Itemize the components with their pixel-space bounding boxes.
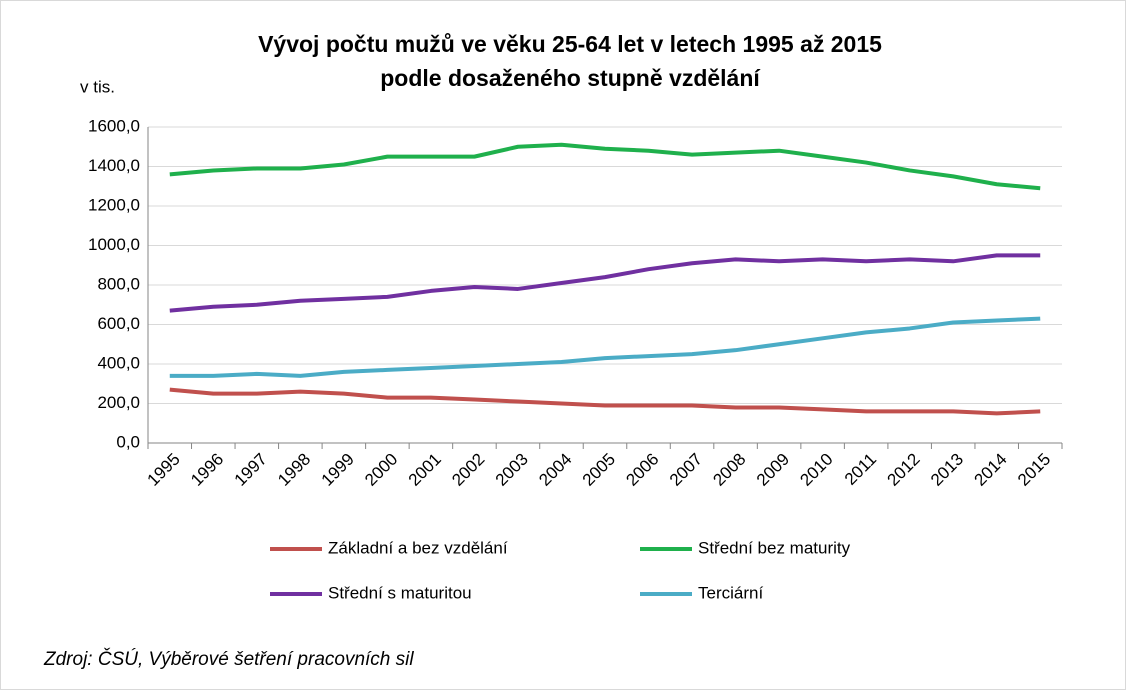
series-line (169, 387, 1041, 416)
y-tick-label: 800,0 (97, 274, 140, 293)
legend-label: Základní a bez vzdělání (328, 538, 508, 557)
series-line (169, 253, 1041, 313)
y-tick-label: 1200,0 (88, 195, 140, 214)
y-tick-label: 1000,0 (88, 235, 140, 254)
legend-label: Střední s maturitou (328, 583, 472, 602)
source: Zdroj: ČSÚ, Výběrové šetření pracovních … (43, 648, 414, 670)
legend-label: Střední bez maturity (698, 538, 851, 557)
y-axis-label: v tis. (80, 77, 115, 96)
series-line (169, 142, 1041, 191)
y-tick-label: 600,0 (97, 314, 140, 333)
y-tick-label: 200,0 (97, 393, 140, 412)
series-line (169, 316, 1041, 378)
y-tick-label: 1400,0 (88, 156, 140, 175)
y-tick-label: 1600,0 (88, 116, 140, 135)
legend-label: Terciární (698, 583, 763, 602)
chart-title: podle dosaženého stupně vzdělání (380, 65, 761, 91)
chart-title: Vývoj počtu mužů ve věku 25-64 let v let… (258, 31, 882, 57)
y-tick-label: 0,0 (116, 432, 140, 451)
y-tick-label: 400,0 (97, 353, 140, 372)
